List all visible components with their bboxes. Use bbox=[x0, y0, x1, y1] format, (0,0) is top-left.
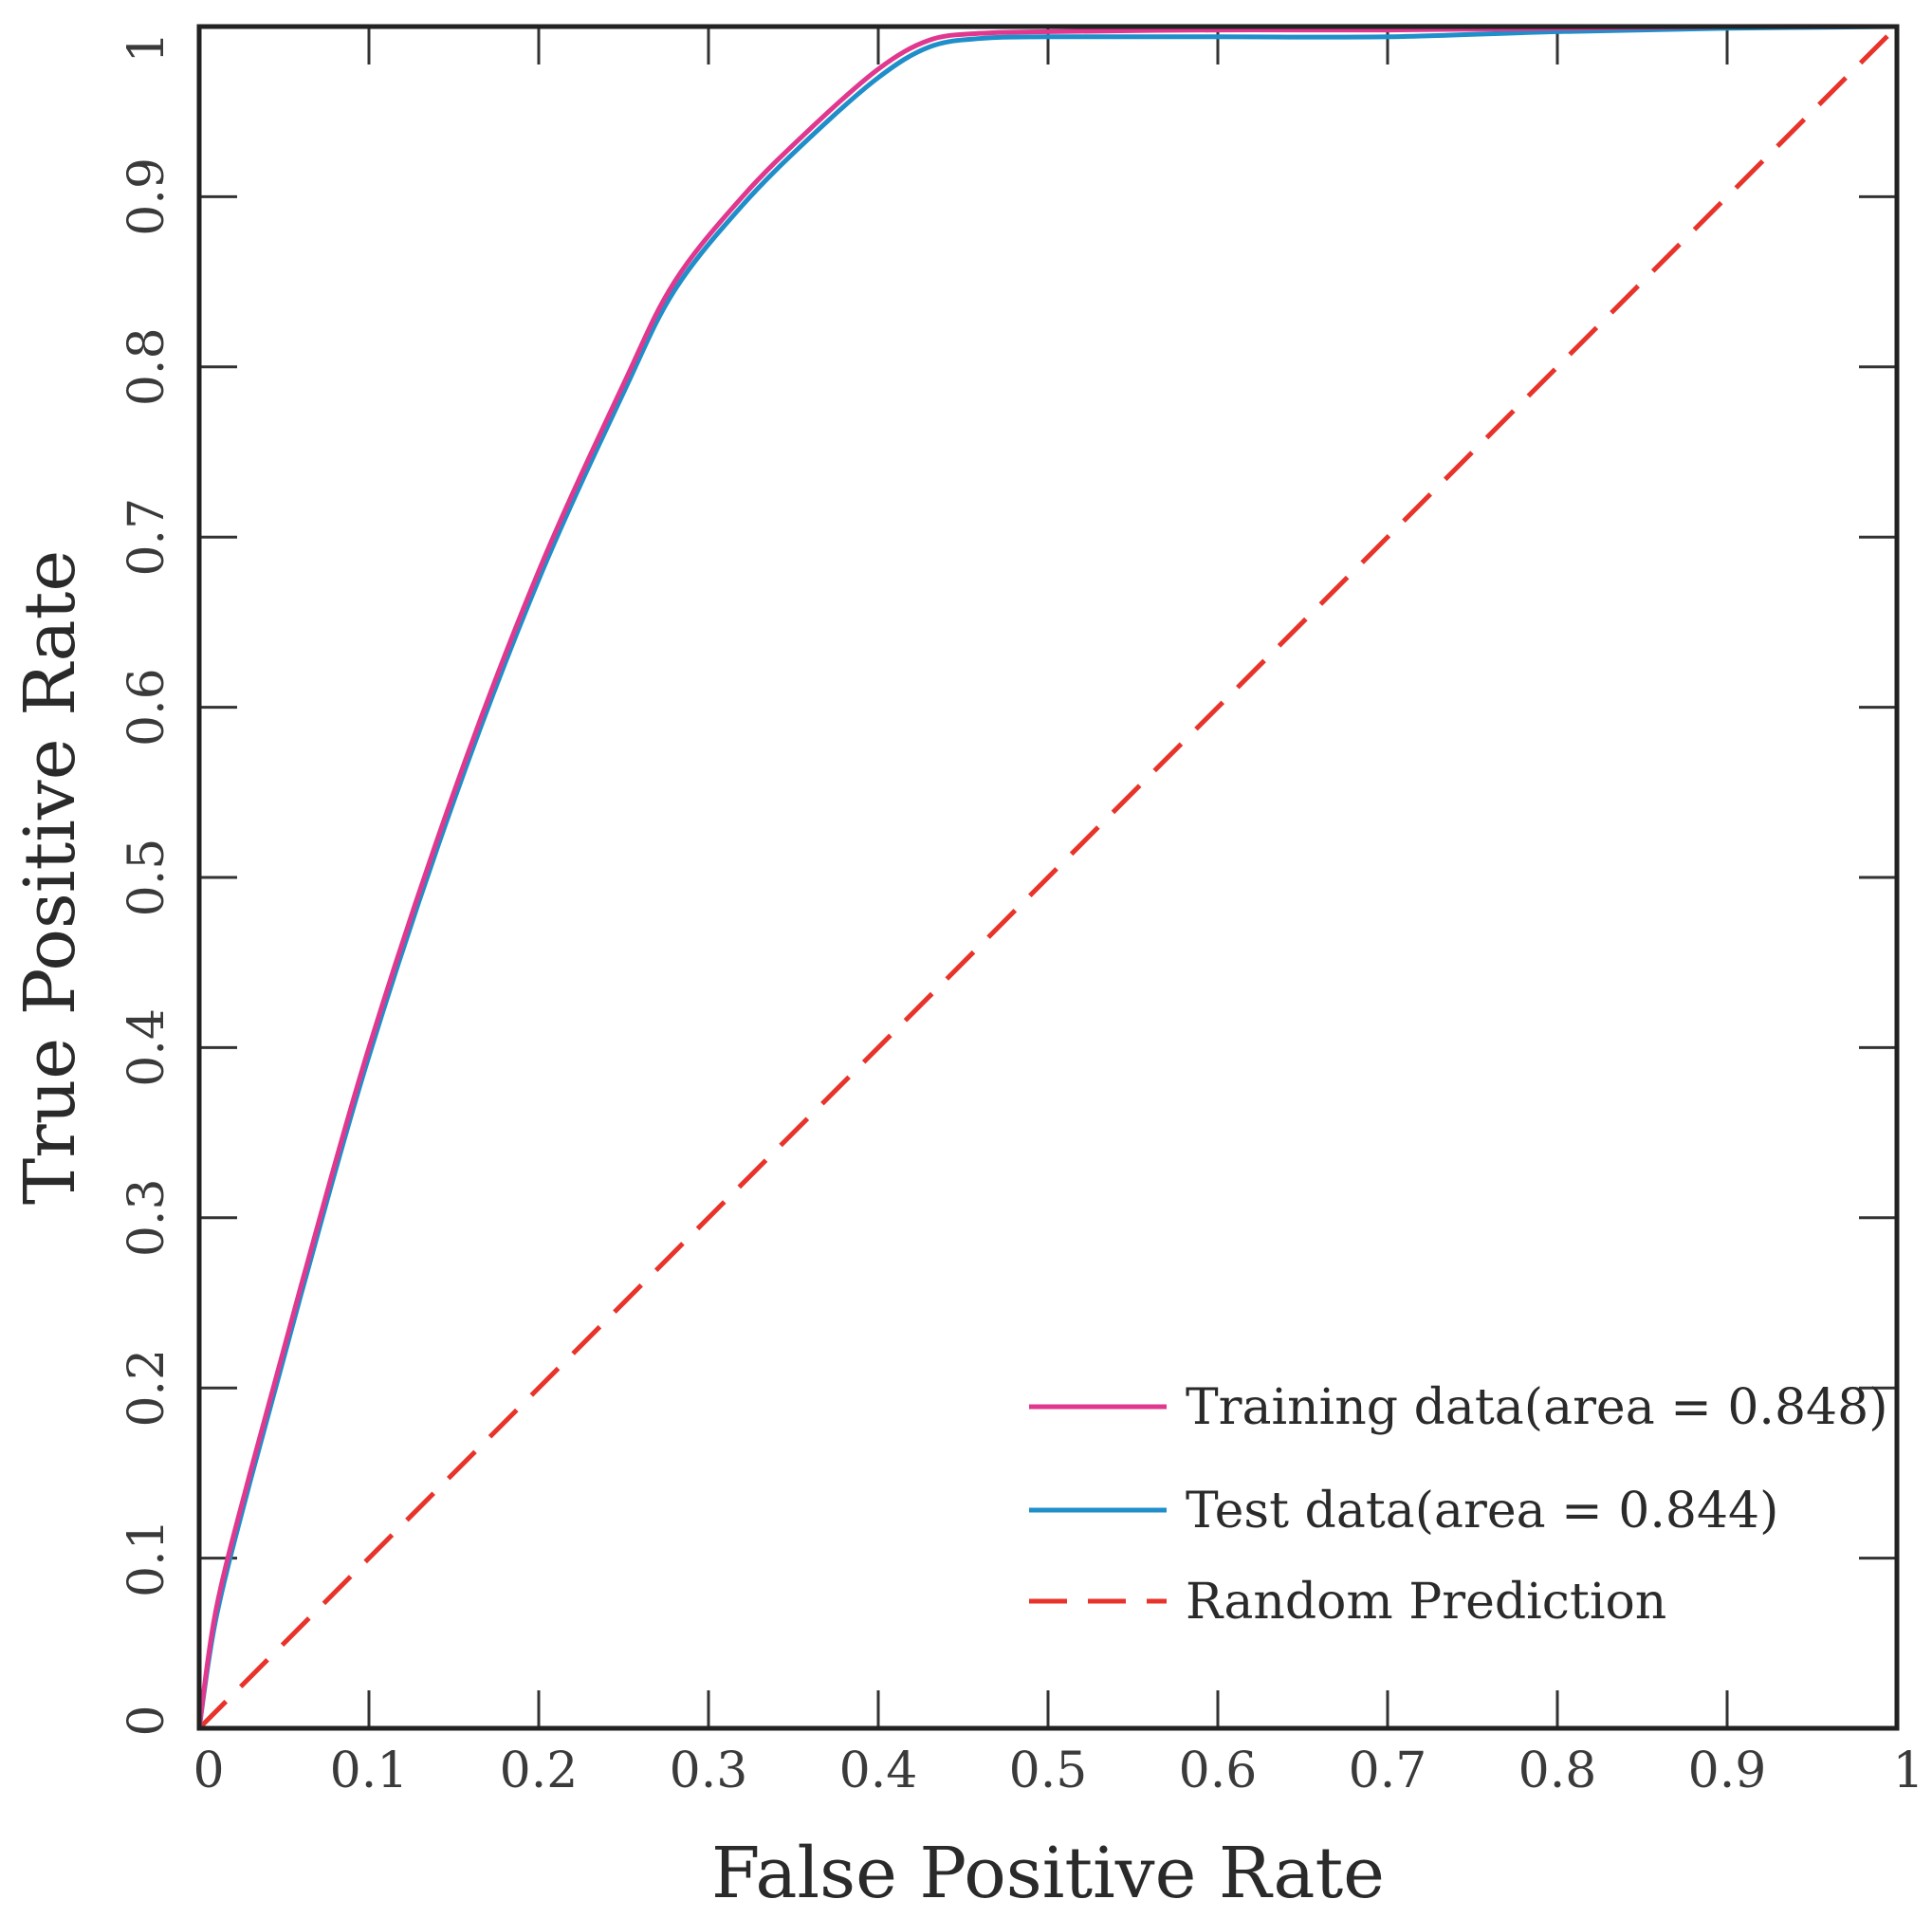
x-tick-labels: 0 0.1 0.2 0.3 0.4 0.5 0.6 0.7 0.8 0.9 1 bbox=[193, 1743, 1923, 1799]
legend: Training data(area = 0.848) Test data(ar… bbox=[1029, 1379, 1888, 1631]
y-tick-label: 0.3 bbox=[119, 1178, 175, 1257]
x-axis-title: False Positive Rate bbox=[711, 1833, 1385, 1914]
x-tick-label: 0 bbox=[193, 1743, 224, 1799]
x-tick-label: 1 bbox=[1892, 1743, 1923, 1799]
ticks-layer bbox=[199, 27, 1897, 1728]
y-tick-label: 0.6 bbox=[119, 668, 175, 747]
x-tick-label: 0.1 bbox=[330, 1743, 409, 1799]
x-tick-label: 0.4 bbox=[839, 1743, 918, 1799]
x-tick-label: 0.2 bbox=[500, 1743, 579, 1799]
y-tick-label: 0.9 bbox=[119, 157, 175, 236]
y-tick-label: 0.2 bbox=[119, 1349, 175, 1428]
y-axis-title: True Positive Rate bbox=[9, 550, 91, 1205]
y-tick-label: 0.1 bbox=[119, 1519, 175, 1597]
y-tick-label: 0.4 bbox=[119, 1008, 175, 1087]
legend-label-training: Training data(area = 0.848) bbox=[1186, 1379, 1888, 1436]
y-tick-label: 0 bbox=[119, 1705, 175, 1736]
y-tick-label: 0.5 bbox=[119, 839, 175, 917]
series-layer bbox=[196, 24, 1900, 1731]
legend-label-random: Random Prediction bbox=[1186, 1574, 1666, 1631]
legend-label-test: Test data(area = 0.844) bbox=[1186, 1483, 1778, 1540]
y-tick-labels: 0 0.1 0.2 0.3 0.4 0.5 0.6 0.7 0.8 0.9 1 bbox=[119, 31, 175, 1736]
x-tick-label: 0.9 bbox=[1688, 1743, 1767, 1799]
x-tick-label: 0.7 bbox=[1349, 1743, 1427, 1799]
y-tick-label: 0.7 bbox=[119, 498, 175, 577]
x-tick-label: 0.5 bbox=[1009, 1743, 1088, 1799]
y-tick-label: 0.8 bbox=[119, 327, 175, 406]
plot-frame bbox=[196, 24, 1900, 1731]
series-training-line bbox=[196, 24, 1900, 1731]
x-tick-label: 0.3 bbox=[670, 1743, 748, 1799]
series-random-line bbox=[197, 25, 1899, 1730]
y-tick-label: 1 bbox=[119, 31, 175, 63]
x-tick-label: 0.6 bbox=[1179, 1743, 1258, 1799]
x-tick-label: 0.8 bbox=[1518, 1743, 1597, 1799]
